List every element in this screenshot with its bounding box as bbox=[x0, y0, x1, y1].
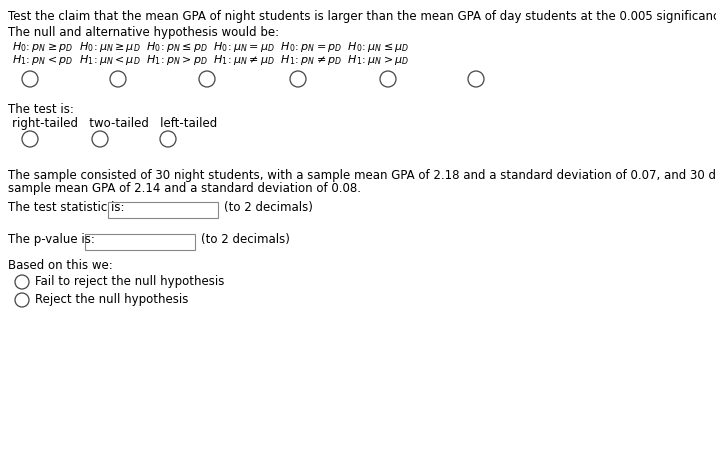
Text: $H_1\!:p_N < p_D$  $H_1\!:\mu_N < \mu_D$  $H_1\!:p_N > p_D$  $H_1\!:\mu_N \neq \: $H_1\!:p_N < p_D$ $H_1\!:\mu_N < \mu_D$ … bbox=[12, 53, 410, 67]
Text: (to 2 decimals): (to 2 decimals) bbox=[224, 201, 313, 214]
Text: $H_0\!:p_N \geq p_D$  $H_0\!:\mu_N \geq \mu_D$  $H_0\!:p_N \leq p_D$  $H_0\!:\mu: $H_0\!:p_N \geq p_D$ $H_0\!:\mu_N \geq \… bbox=[12, 40, 410, 54]
FancyBboxPatch shape bbox=[85, 234, 195, 250]
FancyBboxPatch shape bbox=[108, 202, 218, 218]
Text: The test statistic is:: The test statistic is: bbox=[8, 201, 125, 214]
Text: The test is:: The test is: bbox=[8, 103, 74, 116]
Text: The p-value is:: The p-value is: bbox=[8, 233, 95, 246]
Text: Fail to reject the null hypothesis: Fail to reject the null hypothesis bbox=[35, 275, 224, 288]
Text: Test the claim that the mean GPA of night students is larger than the mean GPA o: Test the claim that the mean GPA of nigh… bbox=[8, 10, 716, 23]
Text: right-tailed   two-tailed   left-tailed: right-tailed two-tailed left-tailed bbox=[12, 117, 217, 130]
Text: The sample consisted of 30 night students, with a sample mean GPA of 2.18 and a : The sample consisted of 30 night student… bbox=[8, 169, 716, 182]
Text: Based on this we:: Based on this we: bbox=[8, 259, 112, 272]
Text: The null and alternative hypothesis would be:: The null and alternative hypothesis woul… bbox=[8, 26, 279, 39]
Text: sample mean GPA of 2.14 and a standard deviation of 0.08.: sample mean GPA of 2.14 and a standard d… bbox=[8, 182, 361, 195]
Text: Reject the null hypothesis: Reject the null hypothesis bbox=[35, 293, 188, 306]
Text: (to 2 decimals): (to 2 decimals) bbox=[201, 233, 290, 246]
